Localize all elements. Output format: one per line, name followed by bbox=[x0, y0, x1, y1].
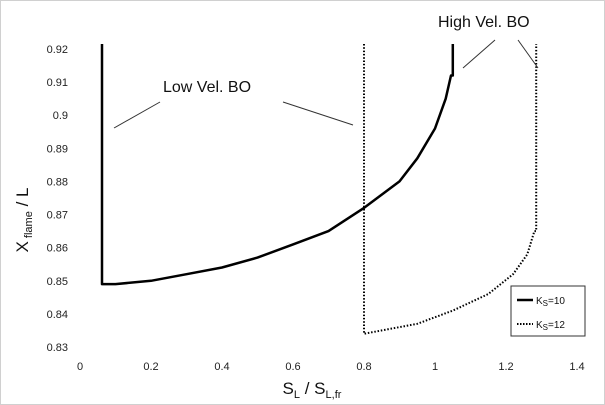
annotation-leaders bbox=[113, 39, 539, 129]
legend-label-ks10: KS=10 bbox=[536, 296, 565, 308]
high-vel-leader-left bbox=[462, 39, 496, 69]
x-tick-label: 0 bbox=[77, 361, 83, 373]
x-axis-title-main: S bbox=[283, 379, 294, 398]
y-tick-label: 0.86 bbox=[47, 243, 68, 255]
low-vel-leader-left bbox=[113, 101, 161, 129]
x-tick-labels: 0 0.2 0.4 0.6 0.8 1 1.2 1.4 bbox=[77, 361, 585, 373]
low-vel-leader-right bbox=[282, 101, 354, 126]
y-axis-title-sub: flame bbox=[23, 211, 35, 241]
x-tick-label: 1.4 bbox=[569, 361, 584, 373]
x-axis-title-sub1: L bbox=[294, 389, 300, 401]
y-axis-title: X flame / L bbox=[13, 188, 35, 253]
series-line-ks-10 bbox=[100, 44, 455, 286]
y-tick-label: 0.88 bbox=[47, 176, 68, 188]
y-tick-labels: 0.83 0.84 0.85 0.86 0.87 0.88 0.89 0.9 0.91 0.92 bbox=[47, 44, 68, 354]
y-tick-label: 0.87 bbox=[47, 210, 68, 222]
y-tick-label: 0.85 bbox=[47, 276, 68, 288]
y-tick-label: 0.9 bbox=[53, 110, 68, 122]
y-tick-label: 0.83 bbox=[47, 342, 68, 354]
series-line-ks-12 bbox=[363, 44, 538, 335]
x-axis-title-mid: / S bbox=[300, 379, 326, 398]
x-tick-label: 0.8 bbox=[356, 361, 371, 373]
series-layer bbox=[100, 44, 538, 335]
y-tick-label: 0.89 bbox=[47, 143, 68, 155]
x-axis-title-sub2: L,fr bbox=[326, 389, 342, 401]
annotation-high-vel: High Vel. BO bbox=[438, 14, 530, 31]
y-tick-label: 0.92 bbox=[47, 44, 68, 56]
x-axis-title: SL / SL,fr bbox=[283, 379, 342, 401]
x-tick-label: 1.2 bbox=[498, 361, 513, 373]
y-axis-title-main: X bbox=[13, 241, 32, 252]
x-tick-label: 0.6 bbox=[285, 361, 300, 373]
annotation-low-vel: Low Vel. BO bbox=[163, 79, 251, 96]
x-tick-label: 0.2 bbox=[143, 361, 158, 373]
y-axis-title-tail: / L bbox=[13, 188, 32, 212]
legend-box bbox=[510, 285, 586, 337]
legend: KS=10 KS=12 bbox=[510, 285, 586, 337]
legend-label-ks12: KS=12 bbox=[536, 320, 565, 332]
x-tick-label: 1 bbox=[432, 361, 438, 373]
high-vel-leader-right bbox=[517, 39, 539, 69]
x-tick-label: 0.4 bbox=[214, 361, 229, 373]
y-tick-label: 0.91 bbox=[47, 77, 68, 89]
y-tick-label: 0.84 bbox=[47, 309, 68, 321]
